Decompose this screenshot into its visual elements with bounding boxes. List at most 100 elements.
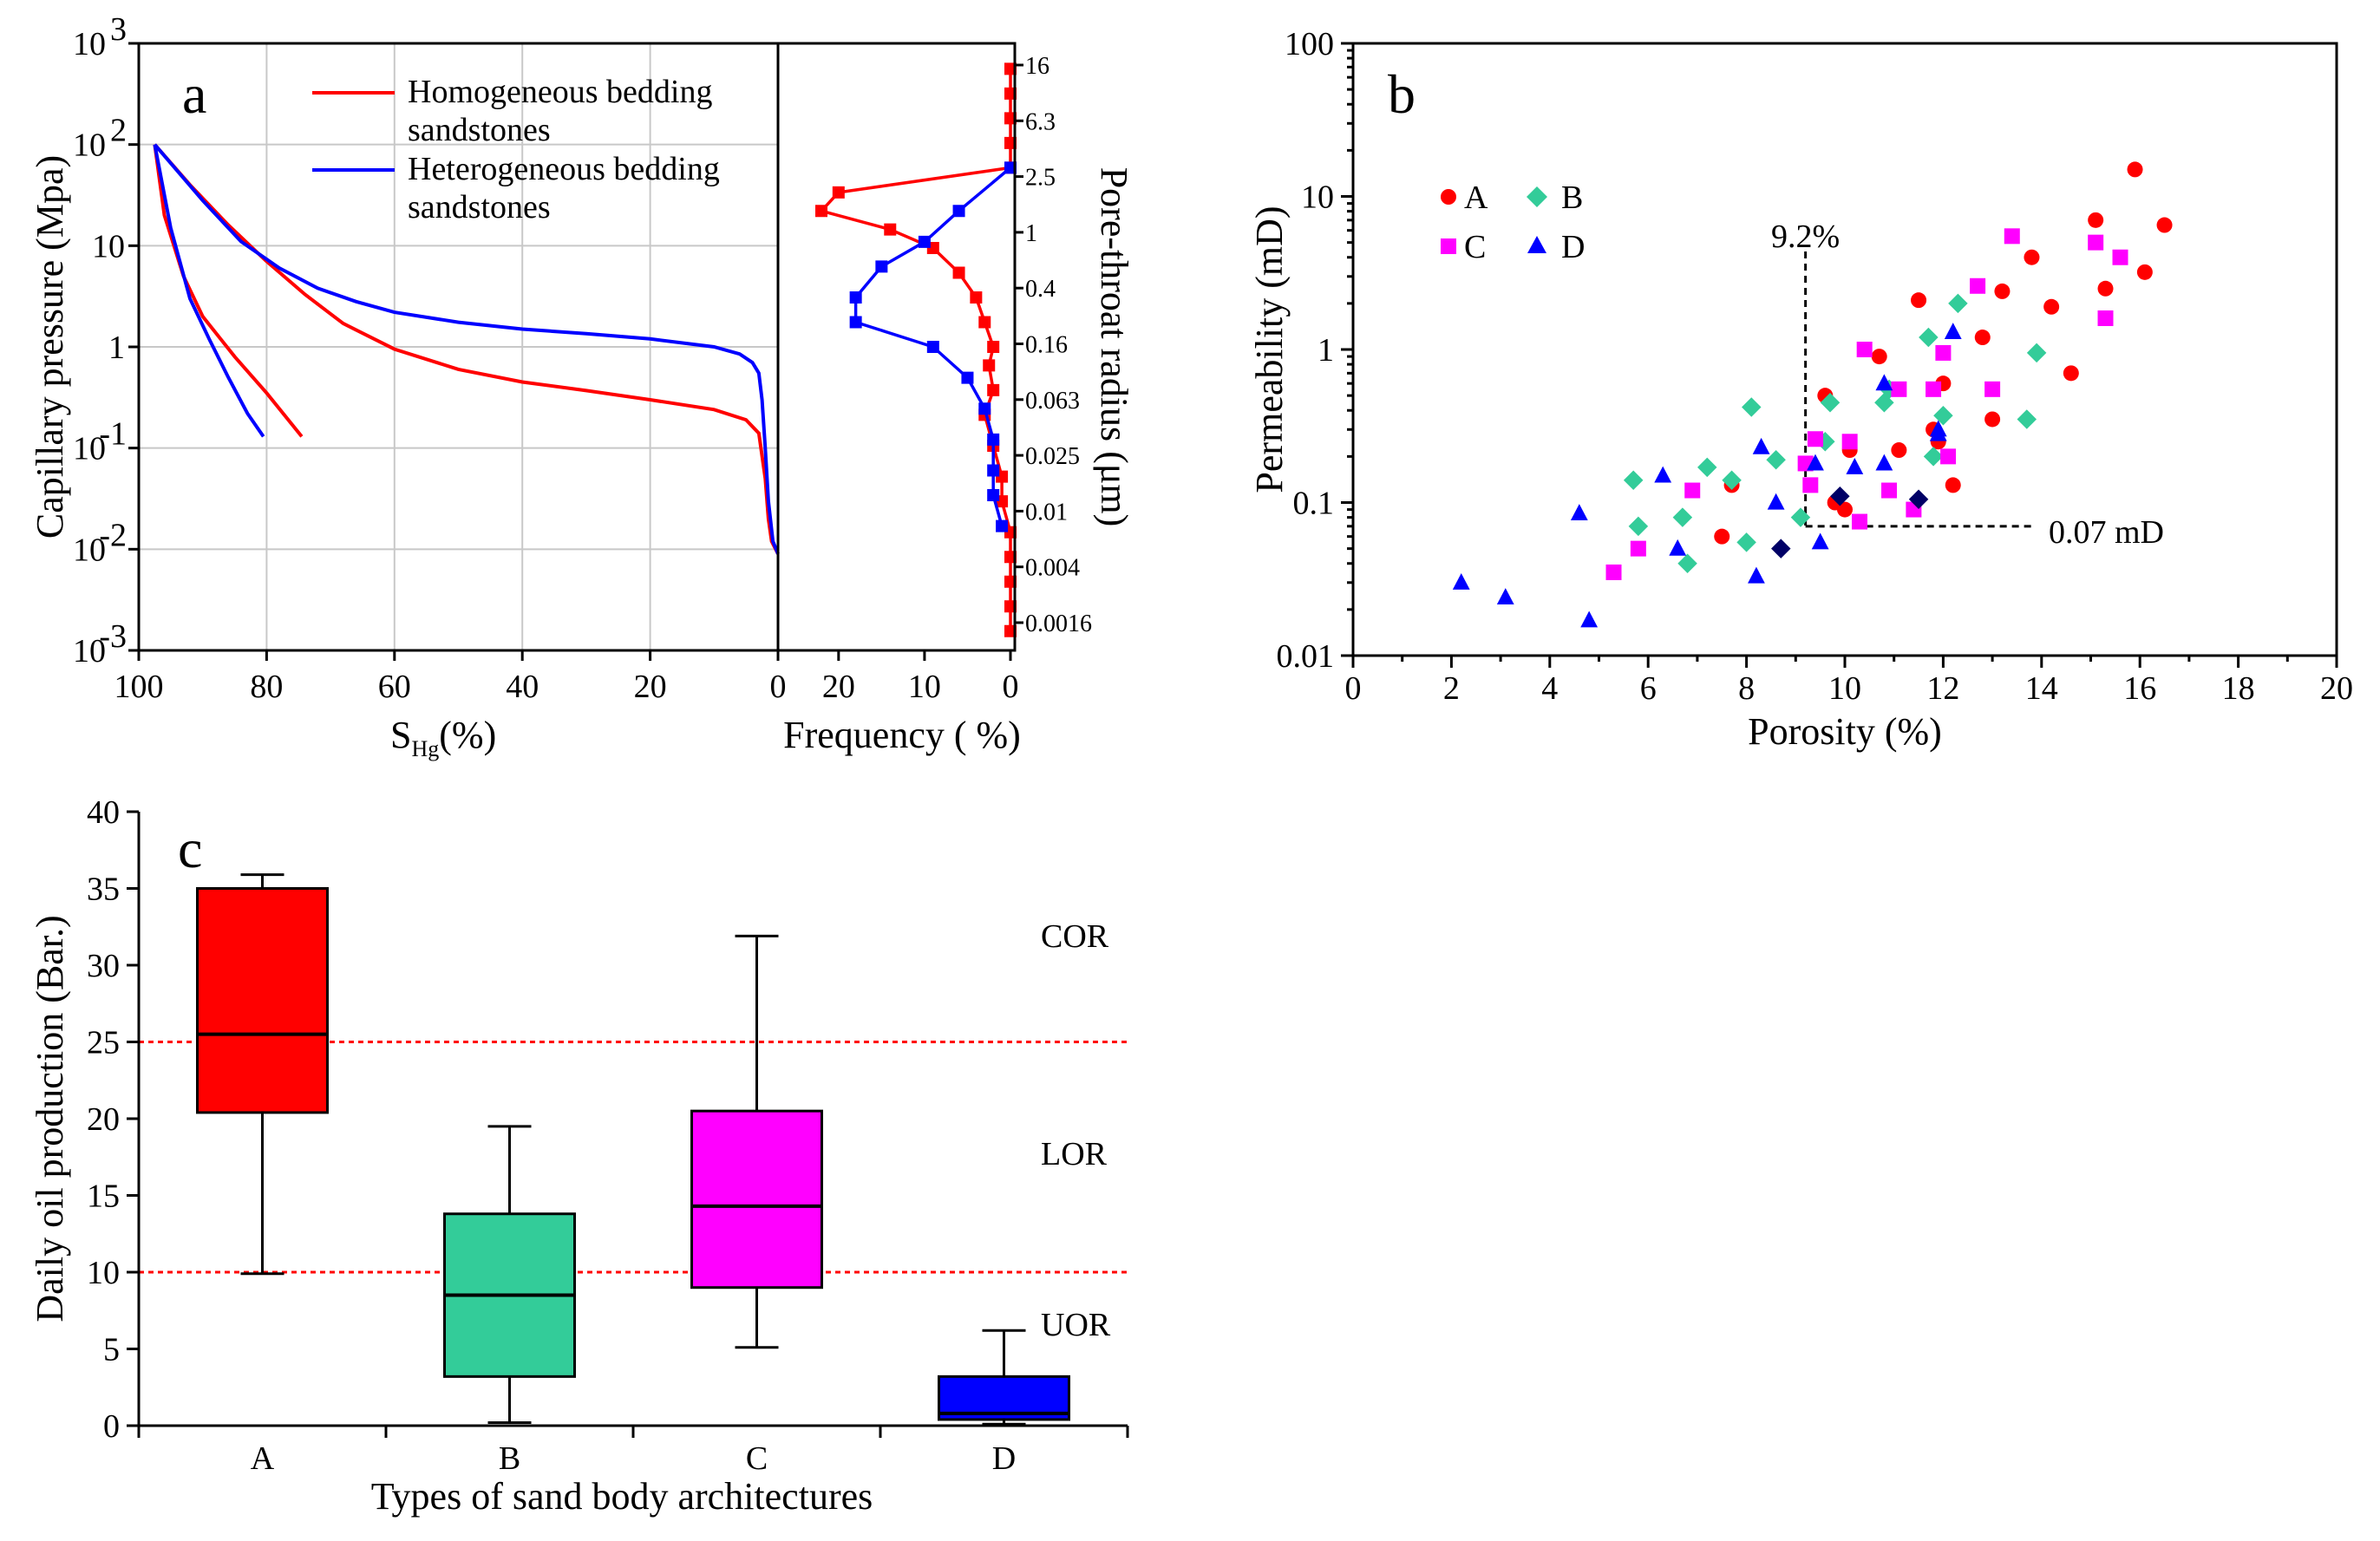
point-C [1856, 342, 1873, 357]
right-tick-label: 2.5 [1025, 165, 1056, 192]
legend-marker-a [1441, 189, 1456, 205]
panel-a-letter: a [182, 63, 206, 125]
x-tick-label-C: C [746, 1440, 768, 1477]
zone-label-cor: COR [1041, 918, 1109, 955]
point-C [1881, 482, 1898, 499]
point-B [1722, 470, 1742, 490]
point-D-dark [1830, 486, 1850, 506]
panel-b-points [1452, 161, 2173, 628]
frequency-marker-blue [918, 235, 931, 248]
legend-label-a: A [1464, 180, 1488, 216]
right-tick-label: 0.0016 [1025, 611, 1092, 637]
panel-b-cutoff [1804, 251, 2034, 528]
x-tick-label: 2 [1443, 670, 1460, 707]
point-D [1811, 532, 1829, 550]
frequency-marker-red [815, 205, 827, 218]
y-tick-label: 10 [92, 228, 125, 264]
y-tick-exponent: 2 [110, 113, 127, 149]
point-B [1697, 457, 1717, 478]
point-A [1974, 330, 1991, 346]
panel-c-xlabel: Types of sand body architectures [371, 1475, 873, 1518]
point-C [1940, 448, 1957, 465]
x-tick-label: 10 [1828, 670, 1861, 707]
point-D [1929, 420, 1947, 437]
point-B [2026, 343, 2047, 363]
y-tick-label: 20 [87, 1101, 120, 1138]
point-A [1891, 442, 1907, 459]
legend-label-d: D [1561, 229, 1585, 265]
box-C [690, 1109, 823, 1290]
curve-blue-intrusion [153, 144, 265, 438]
point-D [1654, 466, 1672, 483]
y-tick-label: 10 [73, 26, 106, 62]
legend-label-b: B [1561, 180, 1583, 216]
frequency-marker-blue [961, 371, 974, 384]
freq-tick-label: 10 [908, 669, 941, 705]
x-tick-label: 18 [2222, 670, 2255, 707]
point-A [2136, 264, 2153, 280]
point-A [2024, 249, 2040, 265]
point-C [1605, 564, 1622, 580]
point-B [1820, 392, 1841, 413]
legend-label-c: C [1464, 229, 1486, 265]
x-tick-label-A: A [251, 1440, 275, 1477]
x-tick-label: 12 [1926, 670, 1959, 707]
frequency-marker-red [832, 186, 845, 199]
y-tick-label: 30 [87, 948, 120, 984]
y-tick-label: 10 [73, 633, 106, 669]
y-tick-label: 1 [1318, 332, 1334, 369]
point-C [2088, 234, 2104, 251]
point-A [2043, 298, 2060, 315]
curve-blue-withdrawal [153, 143, 780, 555]
point-C [1802, 477, 1819, 493]
panel-b-legend: A B C D [1441, 180, 1585, 265]
point-A [1871, 349, 1887, 365]
y-tick-label: 15 [87, 1179, 120, 1215]
right-tick-label: 1 [1025, 220, 1037, 247]
point-D [1875, 454, 1893, 471]
y-tick-label: 35 [87, 872, 120, 908]
zone-label-uor: UOR [1041, 1307, 1111, 1343]
right-tick-label: 6.3 [1025, 108, 1056, 135]
right-tick-label: 0.025 [1025, 443, 1080, 470]
point-D [1452, 572, 1470, 590]
zone-label-lor: LOR [1041, 1136, 1108, 1172]
panel-b: 0 2 4 6 8 10 12 14 16 18 20 100 10 1 0.1 0.01 b 9.2% 0.… [1248, 26, 2353, 753]
panel-a-right-ylabel: Pore-throat radius (μm) [1093, 167, 1135, 527]
point-D [1944, 323, 1962, 339]
point-B [1919, 327, 1939, 348]
frequency-marker-blue [978, 402, 991, 415]
panel-a-xlabel-frequency: Frequency ( %) [783, 714, 1021, 756]
x-tick-label: 20 [634, 669, 667, 705]
frequency-marker-blue [849, 291, 862, 304]
x-tick-label: 20 [2320, 670, 2353, 707]
y-tick-label: 10 [1301, 180, 1334, 216]
x-tick-label: 8 [1738, 670, 1755, 707]
y-tick-exponent: -1 [99, 416, 127, 453]
y-tick-label: 5 [103, 1332, 120, 1368]
point-C [2097, 310, 2114, 326]
panel-b-ticks: 0 2 4 6 8 10 12 14 16 18 20 100 10 1 0.1 0.01 [1277, 26, 2354, 707]
point-B [1742, 397, 1762, 417]
frequency-marker-blue [996, 519, 1009, 532]
frequency-marker-blue [987, 433, 1000, 446]
panel-c-ylabel: Daily oil production (Bar.) [29, 915, 71, 1322]
x-tick-label: 6 [1640, 670, 1657, 707]
panel-a-curves [153, 143, 780, 555]
y-tick-label: 10 [73, 127, 106, 164]
point-D-dark [1908, 489, 1929, 510]
y-tick-label: 0 [103, 1408, 120, 1445]
y-tick-label: 0.01 [1277, 638, 1335, 675]
point-D-dark [1771, 539, 1791, 558]
point-C [1935, 344, 1952, 361]
frequency-marker-red [983, 359, 996, 372]
panel-c-ticks: 0 5 10 15 20 25 30 35 40 A B C D [87, 794, 1129, 1477]
y-tick-label: 10 [73, 532, 106, 568]
legend-text-homogeneous-2: sandstones [408, 112, 551, 148]
point-C [1630, 540, 1646, 557]
frequency-marker-red [978, 316, 991, 329]
point-C [1984, 381, 2001, 397]
point-B [1736, 532, 1756, 552]
point-D [1807, 454, 1824, 471]
point-B [1923, 447, 1944, 467]
